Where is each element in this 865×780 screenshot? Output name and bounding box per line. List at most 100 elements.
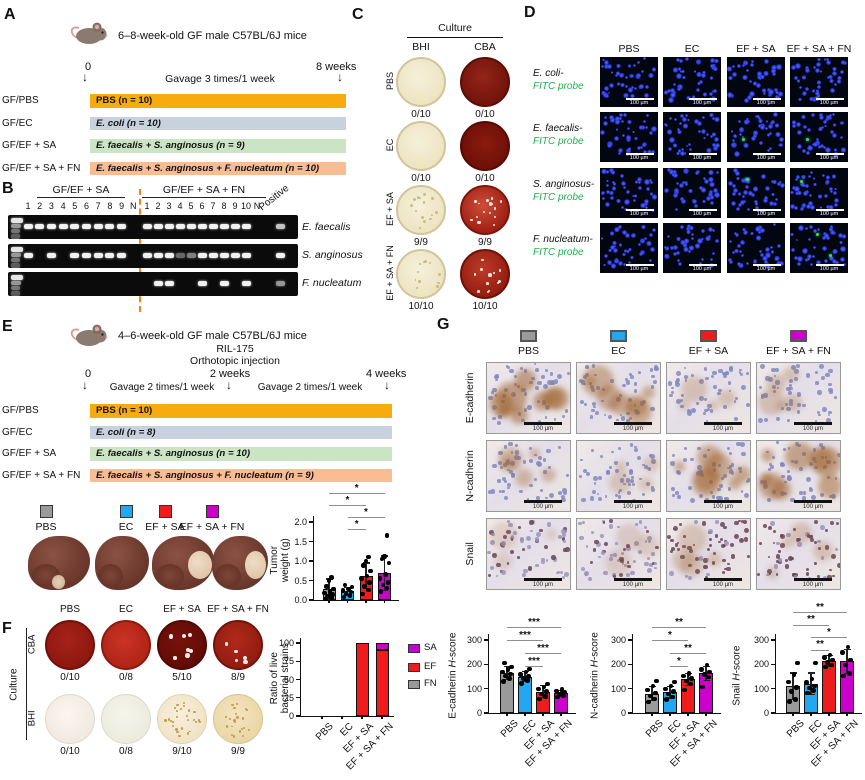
cell-nucleus bbox=[839, 240, 843, 245]
cell-nucleus bbox=[613, 136, 619, 142]
cell-nucleus bbox=[609, 519, 613, 523]
cell-nucleus bbox=[727, 257, 732, 263]
cell-nucleus bbox=[618, 151, 622, 155]
x-tick bbox=[846, 713, 848, 716]
scale-bar bbox=[524, 422, 562, 425]
cell-nucleus bbox=[719, 537, 724, 541]
cell-nucleus bbox=[596, 541, 602, 547]
bhi-plate bbox=[45, 694, 95, 744]
cell-nucleus bbox=[630, 85, 635, 90]
cell-nucleus bbox=[654, 566, 657, 570]
cell-nucleus bbox=[630, 571, 635, 576]
cell-nucleus bbox=[526, 536, 531, 542]
cell-nucleus bbox=[724, 567, 727, 571]
cell-nucleus bbox=[580, 380, 586, 385]
lane-number: 1 bbox=[144, 201, 150, 211]
cell-nucleus bbox=[676, 471, 681, 476]
cell-nucleus bbox=[740, 490, 744, 494]
cell-nucleus bbox=[806, 257, 811, 261]
cell-nucleus bbox=[715, 171, 719, 175]
data-point bbox=[502, 660, 507, 666]
ladder-band bbox=[11, 275, 23, 280]
cell-nucleus bbox=[687, 411, 692, 416]
y-tick-label: 300 bbox=[610, 635, 626, 645]
cell-nucleus bbox=[829, 87, 835, 93]
cell-nucleus bbox=[840, 121, 845, 125]
cell-nucleus bbox=[688, 250, 692, 253]
culture-header: Culture bbox=[438, 22, 472, 34]
colony bbox=[412, 198, 416, 202]
cell-nucleus bbox=[619, 173, 624, 178]
cell-nucleus bbox=[821, 375, 826, 380]
data-point bbox=[521, 676, 526, 681]
cell-nucleus bbox=[817, 85, 822, 90]
data-point bbox=[327, 589, 333, 594]
cell-nucleus bbox=[766, 498, 772, 503]
cell-nucleus bbox=[703, 412, 707, 416]
cell-nucleus bbox=[757, 116, 761, 120]
cell-nucleus bbox=[823, 194, 828, 198]
fluorescence-image: 100 µm bbox=[663, 223, 721, 273]
error-cap bbox=[684, 684, 692, 687]
stain-patch bbox=[514, 468, 533, 487]
cell-nucleus bbox=[803, 124, 808, 129]
probe-species-label: F. nucleatum- bbox=[533, 234, 593, 245]
cell-nucleus bbox=[745, 185, 749, 189]
data-point bbox=[382, 554, 387, 559]
cell-nucleus bbox=[820, 456, 824, 460]
cell-nucleus bbox=[802, 203, 807, 208]
scale-label: 100 µm bbox=[756, 266, 776, 272]
data-point bbox=[805, 690, 810, 696]
colony bbox=[235, 713, 238, 715]
arrow-down-icon: ↓ bbox=[226, 378, 232, 392]
cell-nucleus bbox=[700, 73, 706, 78]
cell-nucleus bbox=[638, 186, 642, 191]
cell-nucleus bbox=[651, 385, 655, 389]
data-point bbox=[505, 667, 511, 672]
cell-nucleus bbox=[593, 476, 598, 481]
cell-nucleus bbox=[770, 465, 775, 470]
cell-nucleus bbox=[604, 495, 608, 498]
cell-nucleus bbox=[781, 474, 785, 478]
scale-bar bbox=[753, 98, 781, 100]
cell-nucleus bbox=[736, 176, 741, 181]
scale-label: 100 µm bbox=[692, 100, 712, 106]
cell-nucleus bbox=[669, 393, 673, 398]
cell-nucleus bbox=[737, 262, 741, 266]
stain-patch bbox=[581, 365, 614, 398]
cell-nucleus bbox=[627, 64, 632, 69]
colony bbox=[174, 727, 178, 731]
cell-nucleus bbox=[645, 481, 651, 487]
cell-nucleus bbox=[591, 408, 595, 413]
cell-nucleus bbox=[616, 198, 621, 204]
cell-nucleus bbox=[776, 64, 782, 70]
cell-nucleus bbox=[601, 196, 606, 200]
cell-nucleus bbox=[676, 541, 680, 545]
cell-nucleus bbox=[615, 494, 618, 497]
cell-nucleus bbox=[669, 549, 674, 554]
colony bbox=[199, 721, 202, 723]
cell-nucleus bbox=[756, 235, 762, 241]
colony bbox=[242, 656, 247, 661]
cell-nucleus bbox=[831, 494, 835, 498]
gel-band bbox=[23, 224, 33, 229]
positive-fraction: 0/10 bbox=[475, 109, 495, 120]
cell-nucleus bbox=[774, 367, 780, 373]
cell-nucleus bbox=[548, 466, 552, 470]
gel-band bbox=[153, 281, 163, 286]
cell-nucleus bbox=[683, 374, 688, 379]
data-point bbox=[648, 693, 653, 699]
lane-number: 2 bbox=[37, 201, 43, 211]
cell-nucleus bbox=[815, 137, 819, 141]
legend-swatch bbox=[700, 330, 717, 342]
cell-nucleus bbox=[816, 94, 821, 98]
error-cap bbox=[521, 681, 529, 683]
cell-nucleus bbox=[790, 232, 794, 237]
data-point bbox=[684, 678, 689, 684]
cell-nucleus bbox=[698, 556, 704, 561]
cell-nucleus bbox=[819, 364, 825, 370]
x-tick bbox=[705, 713, 707, 716]
colony bbox=[437, 281, 440, 285]
cell-nucleus bbox=[794, 256, 799, 261]
cell-nucleus bbox=[644, 525, 648, 530]
